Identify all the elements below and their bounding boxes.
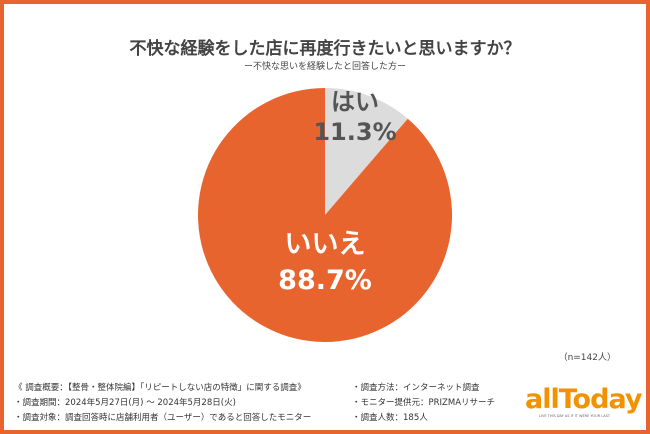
note: ・調査対象：調査回答時に店舗利用者（ユーザー）であると回答したモニター	[14, 413, 312, 423]
note: ・調査方法：インターネット調査	[352, 383, 480, 393]
note: ・調査期間：2024年5月27日(月) ～ 2024年5月28日(火)	[14, 398, 236, 408]
chart-subtitle: ー不快な思いを経験したと回答した方ー	[243, 62, 406, 72]
note: ・モニター提供元：PRIZMAリサーチ	[352, 398, 496, 408]
alltoday-logo: allToday LIVE THIS DAY AS IF IT WERE YOU…	[525, 384, 642, 419]
pie-slice-1	[198, 88, 453, 342]
note: 《 調査概要：【整骨・整体院編】「リピートしない店の特徴」に関する調査》	[14, 383, 306, 393]
chart-title: 不快な経験をした店に再度行きたいと思いますか？	[129, 39, 521, 59]
slice-label: はい	[331, 88, 379, 116]
sample-size: （n=142人）	[558, 353, 616, 363]
note: ・調査人数：185人	[352, 413, 428, 423]
survey-notes-left: 《 調査概要：【整骨・整体院編】「リピートしない店の特徴」に関する調査》 ・調査…	[14, 381, 311, 426]
slice-value: 88.7%	[278, 265, 372, 296]
pie-slice-0	[325, 88, 408, 215]
survey-notes-right: ・調査方法：インターネット調査 ・モニター提供元：PRIZMAリサーチ ・調査人…	[352, 381, 495, 426]
slice-value: 11.3%	[313, 118, 396, 146]
slice-label: いいえ	[285, 229, 366, 260]
logo-tagline: LIVE THIS DAY AS IF IT WERE YOUR LAST	[539, 414, 611, 418]
logo-word: allToday	[525, 384, 642, 415]
